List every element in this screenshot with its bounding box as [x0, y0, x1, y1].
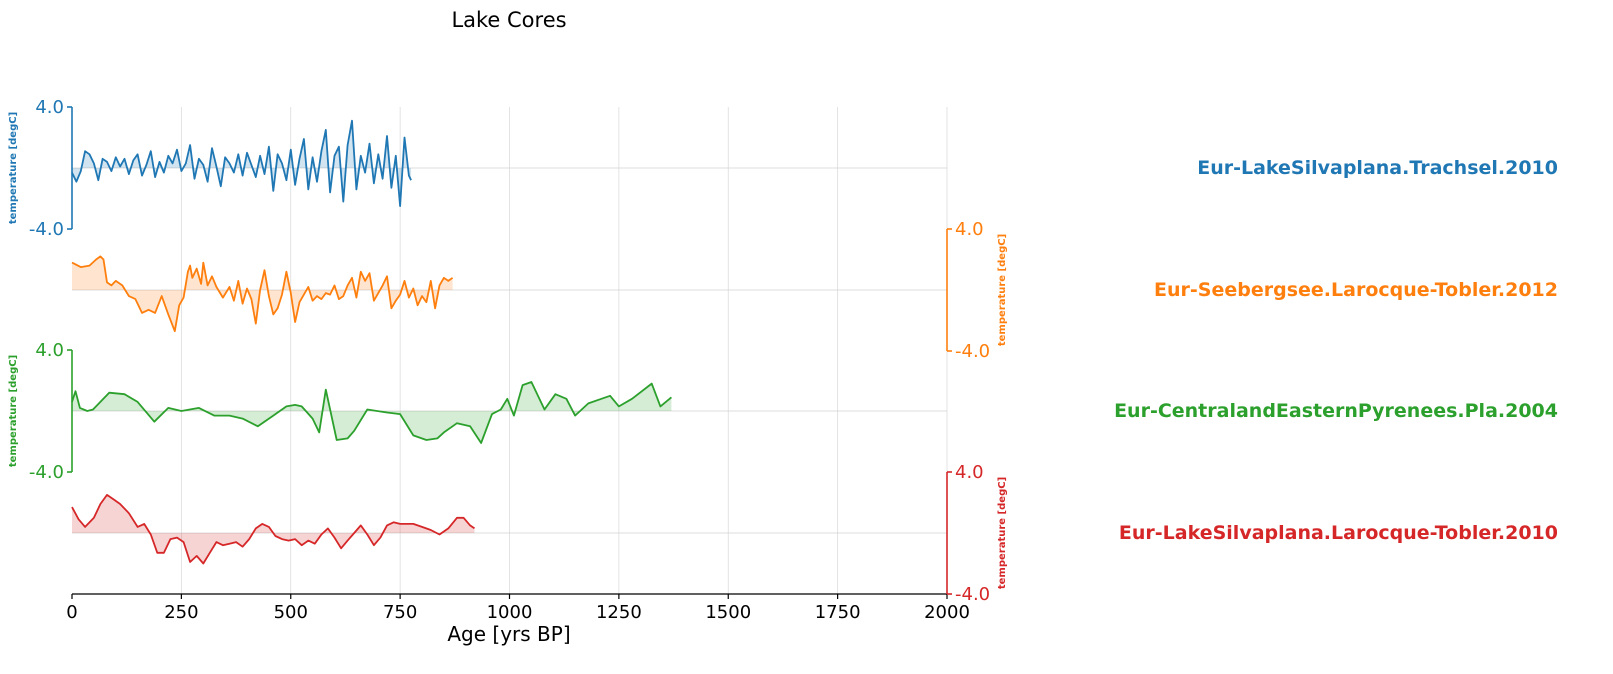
y-axis-label: temperature [degC]: [8, 112, 19, 224]
x-tick-label: 1500: [705, 602, 751, 623]
y-tick-label: -4.0: [955, 341, 990, 362]
y-tick-label: -4.0: [955, 584, 990, 605]
series-panel: 4.0 -4.0 temperature [degC] Eur-LakeSilvapl…: [71, 462, 1558, 605]
y-tick-label: -4.0: [29, 462, 64, 483]
y-tick-label: 4.0: [35, 97, 64, 118]
x-tick-label: 500: [274, 602, 308, 623]
y-tick-label: -4.0: [29, 219, 64, 240]
series-fill: [72, 494, 475, 564]
x-axis: 0 250 500 750 1000 1250 1500 1750 2000: [66, 593, 970, 623]
x-tick-label: 1000: [487, 602, 533, 623]
y-axis-label: temperature [degC]: [997, 234, 1008, 346]
series-line: [71, 381, 672, 444]
series-fill: [72, 256, 453, 332]
series-line: [71, 255, 454, 333]
series-line: [71, 494, 476, 565]
y-tick-label: 4.0: [955, 462, 984, 483]
y-tick-label: 4.0: [35, 340, 64, 361]
x-tick-label: 750: [383, 602, 417, 623]
y-axis-label: temperature [degC]: [997, 477, 1008, 589]
x-axis-label: Age [yrs BP]: [447, 622, 570, 646]
y-tick-label: 4.0: [955, 219, 984, 240]
series-name-label: Eur-LakeSilvaplana.Larocque-Tobler.2010: [1119, 522, 1558, 544]
chart-title: Lake Cores: [451, 8, 566, 32]
x-tick-label: 0: [66, 602, 77, 623]
x-tick-label: 1750: [815, 602, 861, 623]
series-panel: 4.0 -4.0 temperature [degC] Eur-LakeSilvapl…: [8, 97, 1558, 240]
series-panel: 4.0 -4.0 temperature [degC] Eur-Seebergsee.…: [71, 219, 1558, 362]
series-panels: 4.0 -4.0 temperature [degC] Eur-LakeSilvapl…: [8, 97, 1558, 605]
series-name-label: Eur-CentralandEasternPyrenees.Pla.2004: [1114, 400, 1558, 422]
x-tick-label: 2000: [924, 602, 970, 623]
grid-lines: [180, 107, 948, 594]
series-line: [71, 119, 412, 207]
x-tick-label: 250: [164, 602, 198, 623]
series-fill: [72, 382, 672, 443]
x-tick-label: 1250: [596, 602, 642, 623]
series-panel: 4.0 -4.0 temperature [degC] Eur-CentralandE…: [8, 340, 1558, 483]
y-axis-label: temperature [degC]: [8, 355, 19, 467]
series-name-label: Eur-LakeSilvaplana.Trachsel.2010: [1197, 157, 1558, 179]
series-name-label: Eur-Seebergsee.Larocque-Tobler.2012: [1154, 279, 1558, 301]
